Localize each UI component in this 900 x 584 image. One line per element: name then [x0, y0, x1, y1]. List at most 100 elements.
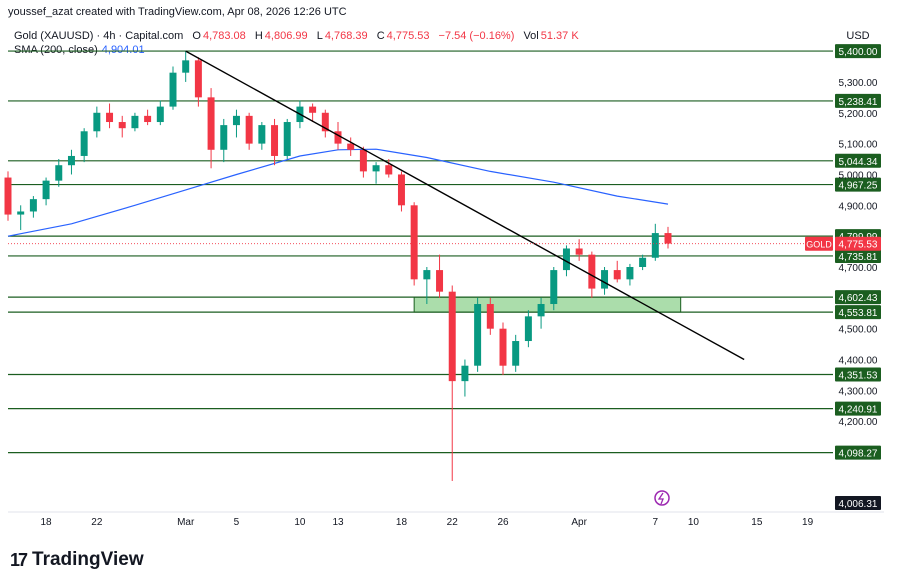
- level-tag-label: 5,044.34: [839, 157, 878, 168]
- high-label: H: [254, 30, 263, 42]
- price-tick-label: 5,200.00: [839, 109, 878, 120]
- time-tick-label: 10: [294, 517, 306, 528]
- bottom-price-tag: [835, 496, 881, 510]
- level-tag: [835, 153, 881, 168]
- candle-body: [626, 267, 634, 280]
- time-tick-label: 22: [447, 517, 459, 528]
- candle-body: [169, 72, 177, 107]
- time-tick-label: 22: [91, 517, 103, 528]
- candle-body: [550, 270, 558, 305]
- level-tag-label: 4,553.81: [839, 308, 878, 319]
- time-tick-label: 19: [802, 517, 814, 528]
- candle-body: [613, 270, 621, 280]
- currency-label[interactable]: USD: [846, 30, 870, 42]
- price-tick-label: 4,500.00: [839, 325, 878, 336]
- level-tag-label: 4,967.25: [839, 181, 878, 192]
- vol-label: Vol: [523, 30, 539, 42]
- time-tick-label: 10: [688, 517, 700, 528]
- time-tick-label: 15: [751, 517, 763, 528]
- candle-body: [118, 122, 126, 129]
- low-label: L: [316, 30, 323, 42]
- candle-body: [207, 97, 215, 150]
- candle-body: [347, 143, 355, 150]
- candle-body: [220, 125, 228, 150]
- candle-body: [131, 115, 139, 129]
- time-tick-label: 18: [41, 517, 53, 528]
- level-tag-label: 4,602.43: [839, 293, 878, 304]
- candle-body: [334, 131, 342, 144]
- bottom-price-label: 4,006.31: [839, 499, 878, 510]
- level-tag: [835, 290, 881, 305]
- level-tag: [835, 177, 881, 192]
- level-tag-label: 5,238.41: [839, 97, 878, 108]
- candle-body: [562, 248, 570, 271]
- level-tag: [835, 93, 881, 108]
- candle-body: [182, 60, 190, 73]
- candle-body: [575, 248, 583, 255]
- candle-body: [639, 257, 647, 267]
- candle-body: [423, 270, 431, 280]
- low-value: 4,768.39: [324, 30, 368, 42]
- level-tag-label: 4,351.53: [839, 370, 878, 381]
- price-tick-label: 5,000.00: [839, 170, 878, 181]
- level-tag: [835, 401, 881, 416]
- price-tick-label: 4,300.00: [839, 386, 878, 397]
- candle-body: [499, 328, 507, 366]
- price-tick-label: 4,200.00: [839, 417, 878, 428]
- sma-legend: SMA (200, close) 4,904.01: [14, 44, 145, 56]
- time-tick-label: 26: [497, 517, 509, 528]
- time-tick-label: Mar: [177, 517, 195, 528]
- candle-body: [321, 112, 329, 132]
- candle-body: [93, 112, 101, 132]
- candle-body: [232, 115, 240, 126]
- price-tick-label: 4,700.00: [839, 263, 878, 274]
- candle-body: [385, 165, 393, 175]
- open-label: O: [192, 30, 201, 42]
- time-tick-label: 5: [234, 517, 240, 528]
- brand-name: TradingView: [32, 549, 144, 570]
- open-value: 4,783.08: [202, 30, 246, 42]
- time-tick-label: Apr: [571, 517, 587, 528]
- close-value: 4,775.53: [386, 30, 430, 42]
- level-tag: [835, 305, 881, 320]
- event-bolt-icon: [657, 492, 664, 505]
- candle-body: [258, 125, 266, 144]
- symbol-title[interactable]: Gold (XAUUSD) · 4h · Capital.com: [14, 30, 184, 42]
- candle-body: [42, 180, 50, 200]
- candle-body: [436, 270, 444, 292]
- sma-value: 4,904.01: [101, 44, 145, 56]
- level-tag: [835, 367, 881, 382]
- candle-body: [461, 365, 469, 382]
- sma-label[interactable]: SMA (200, close): [14, 44, 98, 56]
- time-tick-label: 18: [396, 517, 408, 528]
- price-tick-label: 5,100.00: [839, 140, 878, 151]
- candle-body: [588, 254, 596, 289]
- candle-body: [486, 304, 494, 329]
- high-value: 4,806.99: [264, 30, 308, 42]
- vol-value: 51.37 K: [540, 30, 579, 42]
- candle-body: [194, 60, 202, 98]
- candle-body: [651, 233, 659, 258]
- price-tick-label: 5,300.00: [839, 78, 878, 89]
- candle-body: [309, 106, 317, 113]
- candle-body: [512, 341, 520, 366]
- candle-body: [524, 316, 532, 342]
- symbol-tag: [805, 236, 833, 251]
- candle-body: [156, 106, 164, 123]
- candle-body: [474, 304, 482, 366]
- level-tag-label: 4,735.81: [839, 252, 878, 263]
- level-tag: [835, 445, 881, 460]
- candle-body: [144, 115, 152, 123]
- tradingview-brand: 17 TradingView: [10, 548, 144, 572]
- candle-body: [245, 115, 253, 144]
- candle-body: [410, 205, 418, 280]
- candle-body: [601, 270, 609, 289]
- current-price-label: 4,775.53: [839, 240, 878, 251]
- candle-body: [17, 211, 25, 215]
- candle-body: [106, 112, 114, 123]
- event-icon: [654, 490, 670, 506]
- candle-body: [448, 291, 456, 382]
- symbol-tag-label: GOLD: [806, 240, 832, 250]
- tradingview-logo-icon: 17: [10, 549, 28, 570]
